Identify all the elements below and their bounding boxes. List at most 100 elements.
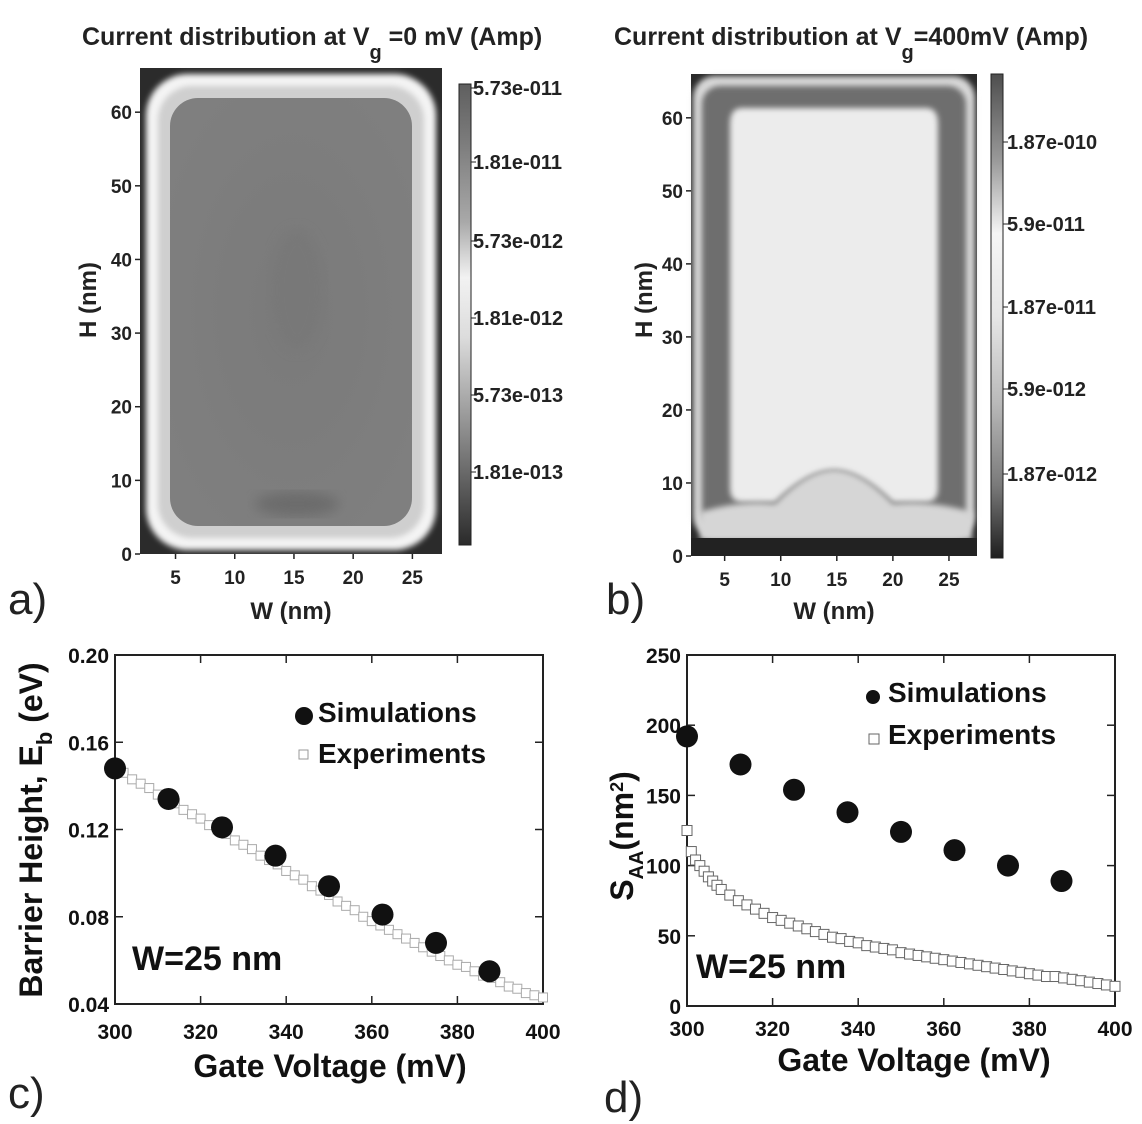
- plot-d-sim-point: [890, 820, 912, 843]
- plot-d-sim-point: [997, 854, 1019, 877]
- plot-c-exp-point: [401, 933, 412, 944]
- plot-c-sim-point: [264, 844, 287, 867]
- plot-c-exp-point: [512, 983, 523, 994]
- plot-c-ytick-label: 0.04: [68, 994, 109, 1017]
- legend-c-exp-marker: [298, 749, 309, 760]
- heatmap-b-xtick-label: 5: [719, 570, 730, 591]
- plot-c-exp-point: [306, 881, 317, 892]
- heatmap-a-xtick-label: 5: [170, 568, 181, 589]
- heatmap-a-xtick-label: 25: [402, 568, 424, 589]
- plot-c-exp-point: [383, 924, 394, 935]
- plot-c-exp-point: [358, 911, 369, 922]
- heatmap-b-ytick-label: 20: [662, 401, 683, 422]
- plot-c-sim-point: [478, 960, 501, 983]
- heatmap-a-title: Current distribution at Vg =0 mV (Amp): [82, 23, 542, 64]
- plot-d-ytick-label: 100: [646, 856, 681, 879]
- plot-c-exp-point: [332, 896, 343, 907]
- panel-a: Current distribution at Vg =0 mV (Amp) 5…: [8, 23, 563, 625]
- panel-d-label: d): [604, 1073, 643, 1122]
- colorbar-b-label: 1.87e-010: [1007, 132, 1097, 154]
- plot-c-ytick-label: 0.12: [68, 820, 109, 843]
- plot-d-ytick-label: 250: [646, 645, 681, 668]
- plot-c-exp-point: [392, 929, 403, 940]
- plot-d-xtick-label: 300: [669, 1018, 704, 1041]
- heatmap-a-low-spot: [255, 492, 339, 516]
- plot-d-ytick-label: 50: [658, 926, 681, 949]
- plot-d-ytick-label: 0: [669, 996, 681, 1019]
- heatmap-b-title: Current distribution at Vg=400mV (Amp): [614, 23, 1088, 64]
- colorbar-a-label: 5.73e-011: [473, 78, 562, 100]
- plot-c-exp-point: [246, 844, 257, 855]
- heatmap-b-xtick-label: 10: [770, 570, 791, 591]
- plot-c-ytick-label: 0.20: [68, 645, 109, 668]
- plot-c-exp-point: [187, 809, 198, 820]
- heatmap-b-ytick-label: 40: [662, 255, 683, 276]
- plot-c-exp-point: [135, 778, 146, 789]
- plot-d-ylabel: SAA(nm2): [604, 771, 648, 901]
- heatmap-a-ytick-label: 10: [111, 471, 132, 492]
- plot-d-sim-point: [1050, 870, 1073, 893]
- colorbar-a-label: 5.73e-013: [473, 385, 563, 407]
- plot-c-ytick-label: 0.08: [68, 907, 109, 930]
- heatmap-a-center-band: [271, 230, 323, 350]
- panel-c: 300 320 340 360 380 400 0.04 0.08 0.12 0.16 0.20 S…: [8, 645, 561, 1118]
- heatmap-a-ytick-label: 50: [111, 177, 132, 198]
- legend-c-sim-marker: [295, 707, 313, 725]
- plot-d-ytick-label: 200: [646, 715, 681, 738]
- colorbar-b-label: 1.87e-012: [1007, 464, 1097, 486]
- heatmap-b-core: [730, 108, 938, 502]
- plot-c-exp-point: [289, 870, 300, 881]
- plot-c-exp-point: [238, 839, 249, 850]
- plot-c-exp-point: [298, 874, 309, 885]
- heatmap-a-ytick-label: 40: [111, 250, 132, 271]
- heatmap-b-xtick-label: 15: [826, 570, 848, 591]
- heatmap-a-ytick-label: 60: [111, 103, 132, 124]
- heatmap-a-xtick-label: 15: [283, 568, 305, 589]
- plot-d-exp-point: [681, 825, 693, 836]
- plot-d-xtick-label: 360: [926, 1018, 961, 1041]
- legend-d-exp-label: Experiments: [888, 719, 1056, 750]
- plot-d-annotation: W=25 nm: [696, 948, 846, 986]
- plot-d-sim-point: [943, 839, 966, 862]
- plot-d-xtick-label: 340: [841, 1018, 876, 1041]
- plot-c-sim-point: [425, 931, 447, 954]
- plot-c-exp-point: [195, 813, 206, 824]
- heatmap-b-bottom-band: [700, 470, 972, 540]
- heatmap-b-ylabel: H (nm): [631, 262, 658, 338]
- heatmap-a-xlabel: W (nm): [250, 598, 331, 625]
- plot-c-exp-point: [229, 835, 240, 846]
- heatmap-a-ytick-label: 30: [111, 324, 132, 345]
- heatmap-a-xtick-label: 10: [224, 568, 245, 589]
- plot-c-xtick-label: 360: [354, 1021, 389, 1044]
- legend-d-sim-marker: [866, 690, 880, 704]
- plot-d-xtick-label: 320: [755, 1018, 790, 1041]
- plot-c-exp-point: [127, 774, 138, 785]
- panel-a-label: a): [8, 575, 47, 624]
- plot-c-xtick-label: 340: [269, 1021, 304, 1044]
- plot-c-exp-point: [349, 905, 360, 916]
- plot-d-xtick-label: 380: [1012, 1018, 1047, 1041]
- plot-c-xtick-label: 300: [97, 1021, 132, 1044]
- plot-c-sim-point: [371, 903, 394, 926]
- plot-d-xlabel: Gate Voltage (mV): [777, 1042, 1050, 1078]
- plot-d-sim-point: [836, 801, 859, 824]
- plot-c-exp-point: [538, 992, 548, 1003]
- heatmap-a-ylabel: H (nm): [75, 262, 102, 338]
- plot-c-exp-point: [460, 961, 471, 972]
- heatmap-b-ytick-label: 50: [662, 182, 683, 203]
- colorbar-b-label: 1.87e-011: [1007, 297, 1096, 319]
- heatmap-b-xtick-label: 25: [938, 570, 960, 591]
- panel-c-label: c): [8, 1069, 45, 1118]
- heatmap-b-bottom-dark: [691, 538, 977, 556]
- plot-c-ylabel: Barrier Height, Eb (eV): [13, 662, 57, 997]
- plot-c-xtick-label: 380: [440, 1021, 475, 1044]
- heatmap-b-ytick-label: 60: [662, 109, 683, 130]
- legend-d-exp-marker: [868, 733, 880, 745]
- plot-c-sim-point: [318, 875, 340, 898]
- heatmap-a-ytick-label: 20: [111, 398, 132, 419]
- colorbar-a-label: 5.73e-012: [473, 231, 563, 253]
- plot-c-exp-point: [178, 804, 189, 815]
- legend-c-exp-label: Experiments: [318, 738, 486, 769]
- plot-d-ytick-label: 150: [646, 785, 681, 808]
